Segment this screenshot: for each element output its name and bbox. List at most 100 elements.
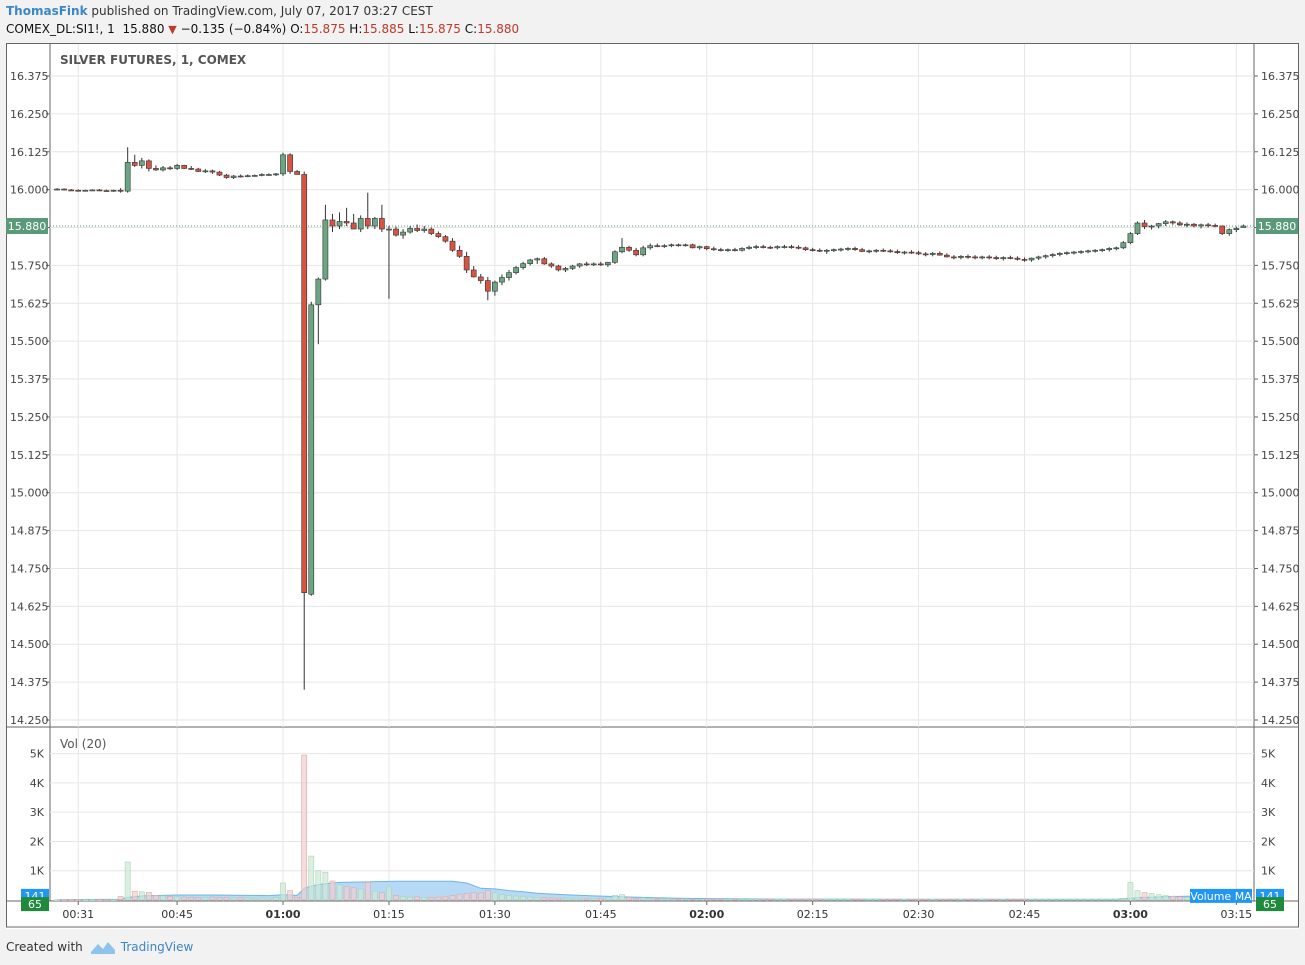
- candle-body: [181, 165, 188, 169]
- volume-bar: [1014, 898, 1021, 901]
- volume-bar: [470, 892, 477, 901]
- volume-bar: [951, 898, 957, 901]
- candle-body: [1064, 252, 1070, 254]
- candle-body: [548, 263, 555, 267]
- candle-body: [54, 188, 60, 191]
- volume-bar: [809, 898, 816, 901]
- volume-bar: [103, 899, 110, 901]
- volume-axis-label-left: 2K: [30, 835, 45, 848]
- volume-ma-tag-label: Volume MA: [1190, 890, 1252, 903]
- volume-bar: [901, 898, 908, 901]
- candle-body: [350, 222, 357, 230]
- candle-body: [880, 249, 887, 252]
- volume-bar: [230, 897, 237, 901]
- volume-bar: [1148, 893, 1155, 901]
- candle-body: [103, 190, 110, 192]
- candle-body: [661, 245, 668, 248]
- volume-bar: [1007, 898, 1014, 901]
- candle-body: [527, 259, 534, 264]
- price-axis-label-left: 14.750: [10, 562, 49, 575]
- volume-bar: [287, 890, 293, 901]
- volume-bar: [273, 897, 279, 901]
- open-label: O:: [290, 22, 304, 36]
- volume-bar: [1113, 898, 1120, 901]
- volume-bar: [718, 898, 724, 901]
- candle-body: [1219, 225, 1226, 234]
- volume-bar: [329, 880, 336, 901]
- candle-body: [774, 246, 781, 249]
- candle-body: [153, 168, 159, 171]
- volume-bar: [379, 892, 385, 901]
- candle-body: [386, 228, 392, 231]
- candle-body: [287, 154, 293, 172]
- candle-body: [251, 175, 258, 177]
- volume-bar: [562, 898, 569, 901]
- volume-bar: [110, 899, 117, 901]
- candle-body: [75, 189, 82, 192]
- price-axis-label-left: 14.250: [10, 714, 49, 727]
- candle-body: [336, 221, 343, 227]
- candle-body: [160, 167, 166, 171]
- author-link[interactable]: ThomasFink: [6, 4, 88, 18]
- candle-body: [329, 219, 336, 227]
- candle-body: [767, 246, 774, 249]
- volume-bar: [541, 897, 548, 901]
- volume-bar: [131, 890, 138, 901]
- volume-pane[interactable]: [49, 726, 1255, 902]
- volume-bar: [576, 898, 583, 901]
- time-axis-label: 03:15: [1220, 908, 1252, 921]
- volume-bar: [407, 896, 413, 901]
- candle-body: [612, 251, 618, 263]
- candle-body: [1191, 223, 1197, 227]
- candle-body: [1169, 221, 1176, 224]
- candle-body: [1184, 223, 1190, 226]
- volume-bar: [838, 898, 844, 901]
- volume-bar: [435, 896, 442, 901]
- candle-body: [1148, 225, 1155, 228]
- volume-bar: [393, 895, 399, 901]
- volume-bar: [138, 891, 145, 901]
- price-axis-label-right: 14.875: [1261, 525, 1299, 538]
- volume-bar: [1042, 898, 1049, 901]
- volume-bar: [506, 895, 512, 901]
- price-axis-label-left: 15.000: [10, 487, 49, 500]
- volume-bar: [746, 898, 752, 901]
- price-axis-label-right: 14.250: [1261, 714, 1299, 727]
- candle-body: [315, 278, 322, 306]
- candle-body: [929, 252, 936, 255]
- price-pane[interactable]: [49, 43, 1255, 728]
- volume-bar: [513, 895, 519, 901]
- candle-body: [809, 249, 816, 251]
- last-price-badge-right-label: 15.880: [1258, 220, 1297, 233]
- candle-body: [470, 269, 477, 278]
- last-price: 15.880: [122, 22, 165, 36]
- candle-body: [1085, 250, 1091, 253]
- price-axis-label-left: 14.625: [10, 600, 49, 613]
- volume-bar: [146, 892, 152, 901]
- volume-bar: [661, 898, 668, 901]
- volume-bar: [979, 898, 985, 901]
- volume-bar: [492, 892, 498, 901]
- volume-bar: [943, 898, 950, 901]
- candle-body: [668, 244, 675, 247]
- volume-bar: [1028, 898, 1035, 901]
- candle-body: [117, 189, 124, 192]
- volume-bar: [710, 898, 717, 901]
- volume-bar: [520, 896, 526, 901]
- volume-bar: [223, 897, 230, 901]
- volume-bar: [852, 898, 858, 901]
- price-axis-label-left: 16.375: [10, 70, 49, 83]
- candle-body: [887, 250, 894, 253]
- candle-body: [993, 257, 1000, 260]
- candle-body: [936, 252, 943, 256]
- candle-body: [492, 281, 498, 292]
- time-axis-label: 00:31: [62, 908, 94, 921]
- volume-axis-label-right: 1K: [1261, 865, 1276, 878]
- tradingview-brand-link[interactable]: TradingView: [120, 940, 194, 954]
- candle-body: [237, 175, 244, 178]
- price-axis-label-right: 14.500: [1261, 638, 1299, 651]
- candle-body: [146, 160, 152, 169]
- low-value: 15.875: [418, 22, 461, 36]
- chart-area[interactable]: 00:31 00:45 01:00 01:15 01:30 01:45 02:00 02:15…: [6, 43, 1299, 929]
- candle-body: [1127, 233, 1134, 243]
